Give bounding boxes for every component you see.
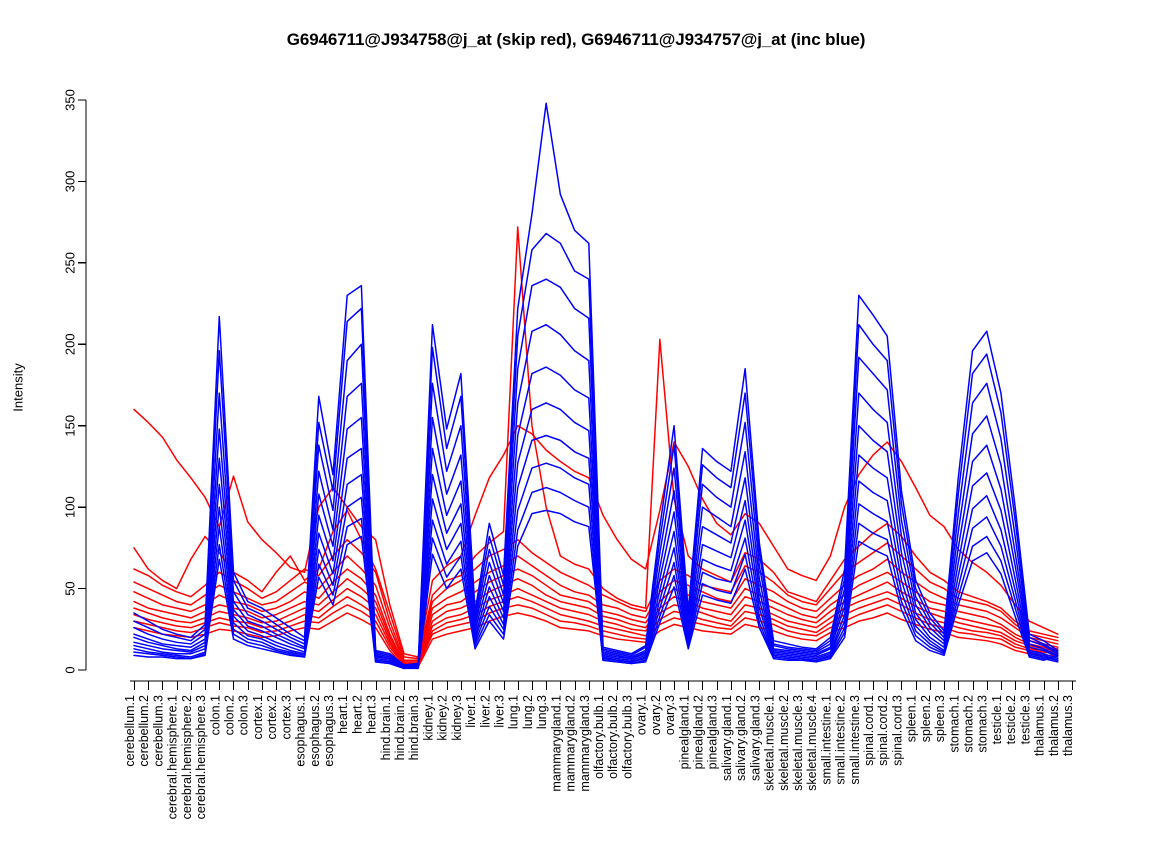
y-axis: 0 50 100 150 200 250 300 350 [62,89,87,674]
x-tick-label: mammarygland.3 [578,695,592,792]
x-tick-label: cerebellum.3 [151,695,165,767]
x-tick-label: skeletal.muscle.1 [763,695,777,791]
x-tick-label: esophagus.2 [308,695,322,767]
y-tick-label: 200 [62,333,77,355]
x-tick-label: small.intestine.3 [848,695,862,785]
x-tick-label: cerebellum.1 [123,695,137,767]
data-series-group [133,102,1059,670]
x-tick-label: testicle.2 [1004,695,1018,744]
x-tick-label: skeletal.muscle.2 [777,695,791,791]
y-tick-label: 350 [62,89,77,111]
x-tick-label: salivary.gland.1 [720,695,734,781]
x-tick-label: colon.1 [208,695,222,735]
x-axis [130,680,1076,690]
x-tick-label: pinealgland.1 [677,695,691,769]
x-tick-label: olfactory.bulb.2 [606,695,620,779]
x-tick-label: liver.2 [478,695,492,728]
x-tick-label: spinal.cord.3 [890,695,904,766]
x-tick-label: thalamus.2 [1047,695,1061,756]
series-line [133,462,1059,670]
x-tick-label: pinealgland.3 [706,695,720,769]
x-tick-label: esophagus.3 [322,695,336,767]
series-line [133,434,1059,668]
y-tick-label: 100 [62,496,77,518]
x-tick-label: cerebral.hemisphere.3 [194,695,208,819]
series-line [133,509,1059,670]
y-tick-label: 150 [62,415,77,437]
y-tick-label: 300 [62,171,77,193]
x-tick-label: colon.2 [222,695,236,735]
x-tick-label: liver.3 [493,695,507,728]
x-tick-label: ovary.2 [649,695,663,735]
x-tick-label: stomach.1 [947,695,961,753]
series-line [133,232,1059,666]
x-tick-label: stomach.2 [962,695,976,753]
series-line [133,402,1059,668]
x-tick-label: heart.1 [336,695,350,734]
x-tick-label: testicle.1 [990,695,1004,744]
x-tick-label: salivary.gland.3 [748,695,762,781]
x-tick-label: cerebral.hemisphere.2 [180,695,194,819]
x-tick-label: spleen.2 [919,695,933,742]
x-tick-labels: cerebellum.1 cerebellum.2 cerebellum.3 cere… [123,695,1075,819]
y-tick-label: 0 [62,666,77,673]
x-tick-label: liver.1 [464,695,478,728]
x-tick-label: spleen.1 [905,695,919,742]
series-line [133,278,1059,668]
series-line [133,568,1059,665]
x-tick-label: lung.1 [507,695,521,729]
x-tick-label: stomach.3 [976,695,990,753]
x-tick-label: lung.3 [535,695,549,729]
x-tick-label: testicle.3 [1018,695,1032,744]
x-tick-label: olfactory.bulb.3 [620,695,634,779]
x-tick-label: mammarygland.2 [564,695,578,792]
x-tick-label: skeletal.muscle.4 [805,695,819,791]
y-tick-label: 250 [62,252,77,274]
x-tick-label: lung.2 [521,695,535,729]
x-tick-label: skeletal.muscle.3 [791,695,805,791]
y-tick-label: 50 [62,581,77,595]
x-tick-label: small.intestine.1 [819,695,833,785]
x-tick-label: spinal.cord.1 [862,695,876,766]
x-tick-label: ovary.1 [635,695,649,735]
x-tick-label: colon.3 [237,695,251,735]
x-tick-label: kidney.1 [421,695,435,741]
x-tick-label: cerebral.hemisphere.1 [166,695,180,819]
x-tick-label: cortex.2 [265,695,279,740]
x-tick-label: thalamus.1 [1033,695,1047,756]
x-tick-label: salivary.gland.2 [734,695,748,781]
x-tick-label: spleen.3 [933,695,947,742]
page-title: G6946711@J934758@j_at (skip red), G69467… [286,30,866,49]
x-tick-label: olfactory.bulb.1 [592,695,606,779]
series-line [133,323,1059,668]
x-tick-label: hind.brain.2 [393,695,407,760]
x-tick-label: cortex.1 [251,695,265,740]
series-line [133,486,1059,670]
x-tick-label: spinal.cord.2 [876,695,890,766]
x-tick-label: heart.2 [350,695,364,734]
series-line [133,578,1059,665]
x-tick-label: cortex.3 [279,695,293,740]
x-tick-label: pinealgland.2 [691,695,705,769]
x-tick-label: hind.brain.3 [407,695,421,760]
x-tick-label: ovary.3 [663,695,677,735]
x-tick-label: kidney.2 [436,695,450,741]
series-line [133,366,1059,668]
x-tick-label: thalamus.3 [1061,695,1075,756]
x-tick-label: mammarygland.1 [549,695,563,792]
x-tick-label: small.intestine.2 [834,695,848,785]
x-tick-label: cerebellum.2 [137,695,151,767]
x-tick-label: heart.3 [365,695,379,734]
x-tick-label: hind.brain.1 [379,695,393,760]
x-tick-label: esophagus.1 [294,695,308,767]
x-tick-label: kidney.3 [450,695,464,741]
